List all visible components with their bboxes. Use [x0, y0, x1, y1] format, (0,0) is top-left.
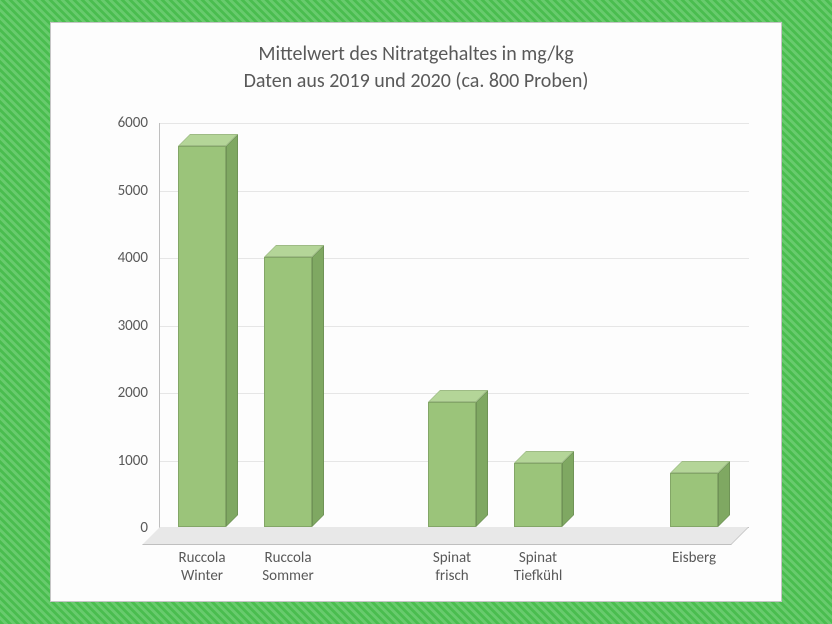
grid-line	[160, 258, 749, 259]
bar	[178, 146, 226, 527]
x-axis-label: Eisberg	[650, 549, 738, 567]
x-axis-label: Ruccola Winter	[158, 549, 246, 585]
chart-title: Mittelwert des Nitratgehaltes in mg/kg D…	[51, 41, 781, 95]
chart-title-line2: Daten aus 2019 und 2020 (ca. 800 Proben)	[51, 68, 781, 95]
bar	[670, 473, 718, 527]
x-axis-label: Spinat frisch	[408, 549, 496, 585]
y-axis-tick: 6000	[118, 114, 160, 132]
x-axis-label: Ruccola Sommer	[244, 549, 332, 585]
chart-panel: Mittelwert des Nitratgehaltes in mg/kg D…	[50, 22, 782, 602]
bar	[428, 402, 476, 527]
chart-floor	[142, 527, 749, 545]
y-axis-tick: 5000	[118, 182, 160, 200]
bar	[514, 463, 562, 527]
grid-line	[160, 326, 749, 327]
grid-line	[160, 191, 749, 192]
plot-area: 0100020003000400050006000Ruccola WinterR…	[159, 123, 749, 528]
y-axis-tick: 0	[140, 519, 160, 537]
bar	[264, 257, 312, 527]
x-axis-label: Spinat Tiefkühl	[494, 549, 582, 585]
y-axis-tick: 4000	[118, 249, 160, 267]
y-axis-tick: 1000	[118, 452, 160, 470]
y-axis-tick: 2000	[118, 384, 160, 402]
y-axis-tick: 3000	[118, 317, 160, 335]
grid-line	[160, 123, 749, 124]
chart-title-line1: Mittelwert des Nitratgehaltes in mg/kg	[51, 41, 781, 68]
